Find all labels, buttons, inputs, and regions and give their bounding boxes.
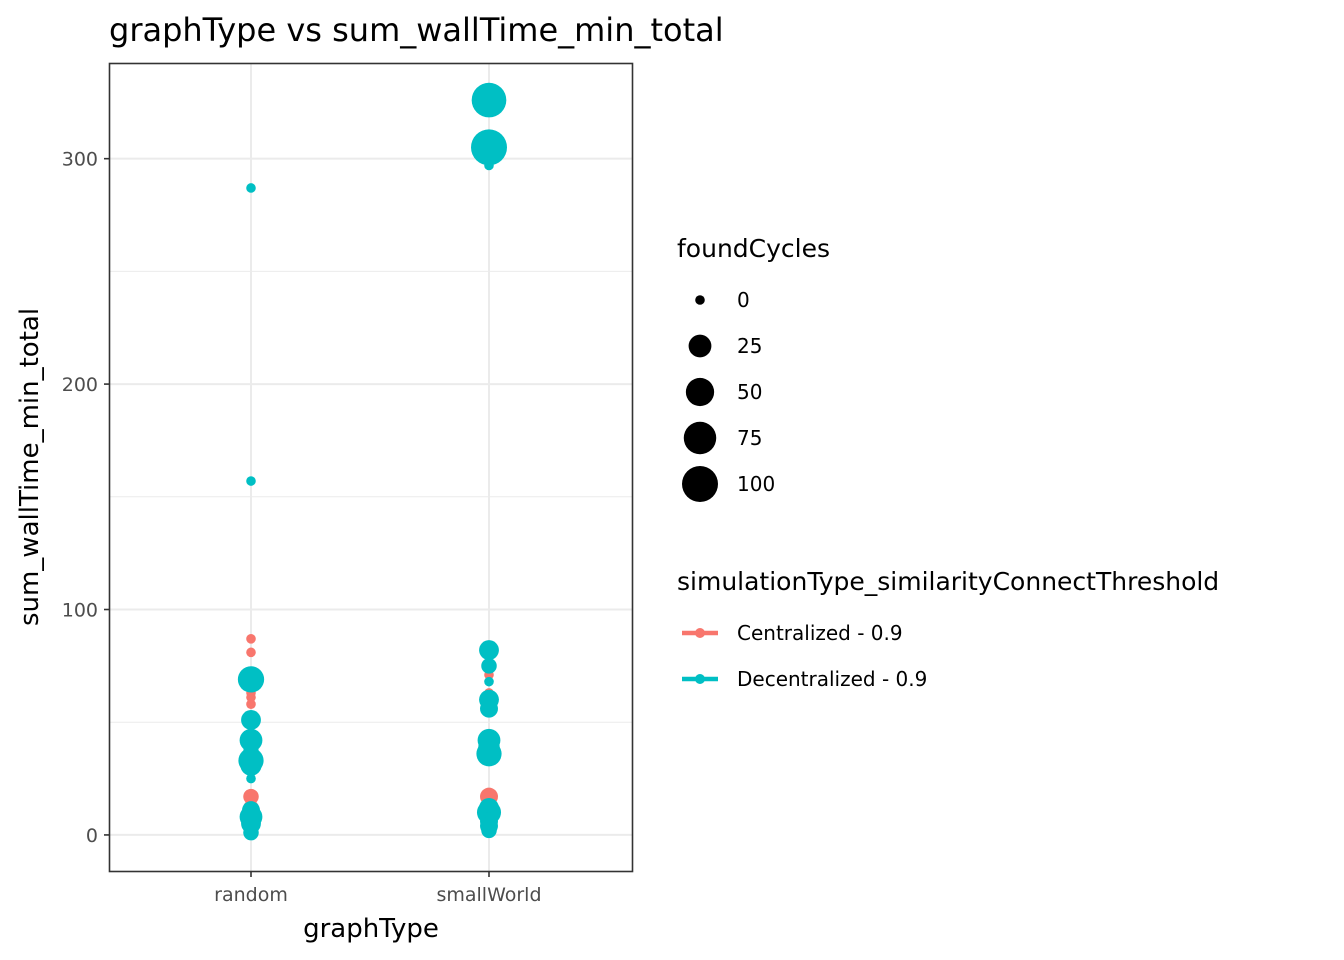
data-point xyxy=(246,476,256,486)
data-point xyxy=(484,160,494,171)
color-legend-title: simulationType_similarityConnectThreshol… xyxy=(677,567,1219,596)
grid xyxy=(110,64,632,871)
data-point xyxy=(237,666,265,693)
data-point xyxy=(239,728,263,752)
size-legend-label: 25 xyxy=(737,334,762,358)
color-legend-key xyxy=(695,628,705,638)
data-point xyxy=(481,822,497,839)
plot-panel-border xyxy=(108,62,634,873)
data-point xyxy=(471,129,507,166)
x-tick-label: smallWorld xyxy=(436,884,541,906)
size-legend-key xyxy=(695,295,705,305)
y-axis-title: sum_wallTime_min_total xyxy=(15,308,45,626)
data-point xyxy=(484,676,494,687)
data-point xyxy=(241,710,261,730)
color-legend-label: Centralized - 0.9 xyxy=(737,621,903,645)
size-legend-label: 50 xyxy=(737,380,762,404)
size-legend-key xyxy=(683,421,717,455)
data-point xyxy=(476,741,502,767)
y-axis: 0 100 200 300 xyxy=(62,149,110,847)
size-legend-title: foundCycles xyxy=(677,234,830,263)
data-point xyxy=(246,183,256,193)
data-point xyxy=(246,634,256,644)
x-axis-title: graphType xyxy=(303,914,439,944)
data-point xyxy=(246,773,256,784)
size-legend-key xyxy=(688,334,712,358)
x-tick-label: random xyxy=(214,884,288,906)
data-point xyxy=(243,788,259,805)
data-point xyxy=(479,640,499,661)
data-point xyxy=(243,824,259,841)
color-legend-label: Decentralized - 0.9 xyxy=(737,667,927,691)
y-tick-label: 100 xyxy=(62,600,98,622)
size-legend-label: 100 xyxy=(737,472,775,496)
data-point xyxy=(240,754,262,776)
chart-title: graphType vs sum_wallTime_min_total xyxy=(109,11,724,49)
size-legend-label: 75 xyxy=(737,426,762,450)
data-point xyxy=(246,692,256,703)
data-point xyxy=(480,699,498,718)
color-legend: Centralized - 0.9 Decentralized - 0.9 xyxy=(682,621,927,691)
data-point xyxy=(246,699,256,709)
data-point xyxy=(481,658,497,674)
data-point xyxy=(246,647,256,658)
y-tick-label: 200 xyxy=(62,374,98,396)
size-legend-key xyxy=(682,466,718,502)
color-legend-key xyxy=(695,674,705,684)
size-legend: 0 25 50 75 100 xyxy=(682,288,775,502)
size-legend-key xyxy=(685,377,715,407)
y-tick-label: 300 xyxy=(62,149,98,171)
x-axis: random smallWorld xyxy=(214,871,542,906)
data-points xyxy=(237,82,507,841)
y-tick-label: 0 xyxy=(86,825,98,847)
size-legend-label: 0 xyxy=(737,288,750,312)
data-point xyxy=(471,82,507,118)
